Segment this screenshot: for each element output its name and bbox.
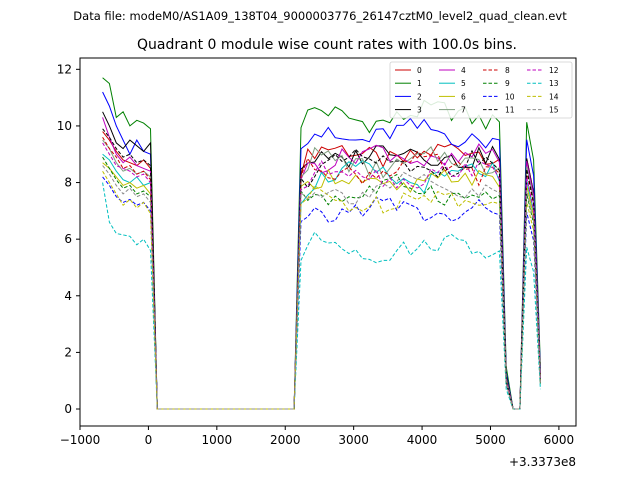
x-tick-label: 5000	[475, 433, 506, 447]
x-tick-label: 6000	[544, 433, 575, 447]
series-line-14	[102, 170, 541, 410]
legend-label-12: 12	[549, 66, 559, 75]
legend-label-4: 4	[461, 66, 466, 75]
y-tick-label: 8	[64, 176, 72, 190]
legend-label-8: 8	[505, 66, 510, 75]
plot-frame	[79, 57, 577, 427]
x-tick-label: 4000	[407, 433, 438, 447]
x-tick-label: 2000	[270, 433, 301, 447]
legend-label-7: 7	[461, 106, 466, 115]
data-file-label: Data file: modeM0/AS1A09_138T04_90000037…	[73, 9, 567, 23]
legend-label-14: 14	[549, 92, 559, 101]
legend-box	[389, 61, 573, 119]
legend-label-2: 2	[417, 92, 422, 101]
legend-label-6: 6	[461, 92, 466, 101]
series-line-12	[102, 142, 541, 410]
y-tick-label: 6	[64, 232, 72, 246]
y-tick-label: 2	[64, 345, 72, 359]
legend-label-9: 9	[505, 79, 510, 88]
legend-label-3: 3	[417, 106, 422, 115]
x-tick-label: 3000	[338, 433, 369, 447]
legend-label-5: 5	[461, 79, 466, 88]
x-offset-label: +3.3373e8	[509, 455, 576, 469]
legend-label-10: 10	[505, 92, 515, 101]
y-tick-label: 12	[57, 62, 72, 76]
plot-area	[80, 58, 576, 426]
series-line-10	[102, 176, 541, 410]
legend-label-0: 0	[417, 66, 422, 75]
legend-label-13: 13	[549, 79, 559, 88]
legend-label-11: 11	[505, 106, 515, 115]
series-line-15	[102, 165, 541, 410]
legend-label-1: 1	[417, 79, 422, 88]
legend-label-15: 15	[549, 106, 559, 115]
series-layer	[102, 77, 541, 410]
y-tick-label: 4	[64, 289, 72, 303]
y-tick-label: 0	[64, 402, 72, 416]
x-tick-label: −1000	[60, 433, 101, 447]
x-tick-label: 1000	[202, 433, 233, 447]
chart-title: Quadrant 0 module wise count rates with …	[137, 37, 517, 53]
x-tick-label: 0	[145, 433, 153, 447]
y-tick-label: 10	[57, 119, 72, 133]
